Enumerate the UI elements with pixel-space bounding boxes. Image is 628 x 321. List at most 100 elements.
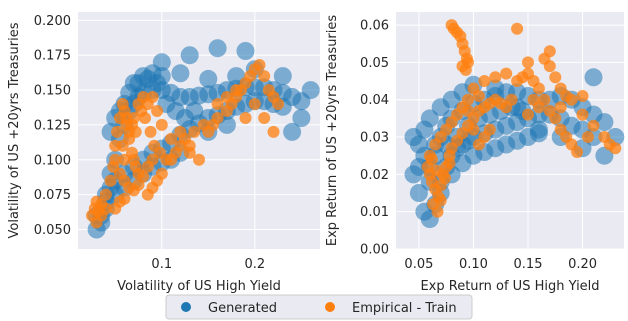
empirical-point [434, 194, 447, 207]
empirical-point [489, 71, 502, 84]
y-tick-label: 0.200 [34, 14, 71, 29]
empirical-series [86, 59, 285, 229]
empirical-point [467, 123, 480, 136]
generated-point [301, 81, 320, 100]
generated-point [486, 79, 505, 98]
empirical-point [576, 90, 589, 102]
empirical-point [549, 71, 562, 84]
empirical-point [220, 91, 233, 103]
x-tick-label: 0.10 [459, 257, 488, 272]
empirical-point [430, 164, 443, 177]
empirical-point [137, 170, 150, 183]
x-tick-label: 0.05 [404, 257, 433, 272]
generated-point [595, 146, 614, 165]
empirical-point [462, 93, 474, 106]
empirical-point [554, 101, 567, 114]
legend-box [165, 294, 473, 320]
x-axis-label: Volatility of US High Yield [117, 279, 281, 294]
generated-point [180, 46, 199, 65]
generated-point [273, 67, 292, 86]
y-tick-label: 0.00 [360, 243, 389, 258]
empirical-point [197, 118, 210, 131]
right-scatter-chart: 0.05 0.10 0.15 0.20 0.00 0.01 0.02 0.03 0.04 0.05… [325, 12, 625, 294]
empirical-point [462, 104, 474, 117]
empirical-point [155, 118, 168, 131]
empirical-point [532, 82, 545, 95]
empirical-point [549, 112, 562, 125]
empirical-point [151, 105, 164, 117]
left-scatter-chart: 0.1 0.2 0.050 0.075 0.100 0.125 0.150 0.175 0.20… [7, 12, 320, 294]
generated-point [529, 124, 548, 143]
y-tick-label: 0.150 [34, 84, 71, 99]
y-tick-label: 0.075 [34, 188, 71, 203]
empirical-point [104, 174, 117, 187]
empirical-point [90, 216, 103, 229]
y-tick-label: 0.04 [360, 93, 389, 108]
empirical-point [472, 90, 485, 102]
empirical-point [439, 172, 452, 185]
legend-label: Generated [208, 301, 277, 316]
empirical-point [99, 188, 112, 201]
empirical-point [426, 153, 438, 166]
y-tick-label: 0.175 [34, 49, 71, 64]
empirical-point [272, 98, 285, 110]
generated-point [199, 69, 218, 88]
legend-marker-generated [181, 302, 191, 312]
legend: Generated Empirical - Train [165, 294, 473, 320]
generated-point [152, 53, 171, 72]
empirical-point [258, 70, 271, 83]
empirical-point [527, 93, 540, 106]
x-tick-label: 0.20 [568, 257, 597, 272]
y-axis-label: Volatility of US +20yrs Treasuries [7, 22, 22, 238]
empirical-point [129, 125, 142, 138]
x-axis-label: Exp Return of US High Yield [420, 279, 599, 294]
empirical-point [141, 188, 154, 201]
empirical-point [211, 112, 224, 124]
empirical-point [511, 22, 524, 35]
empirical-point [188, 125, 201, 138]
generated-point [185, 102, 204, 120]
x-tick-label: 0.1 [151, 257, 172, 272]
empirical-point [139, 112, 151, 124]
empirical-point [456, 60, 469, 73]
empirical-point [258, 112, 271, 124]
generated-point [409, 184, 428, 202]
empirical-point [478, 75, 491, 87]
generated-point [208, 39, 227, 58]
y-tick-label: 0.125 [34, 118, 71, 133]
generated-point [148, 74, 167, 93]
y-axis-label: Exp Return of US +20yrs Treasuries [325, 15, 340, 247]
generated-point [415, 120, 434, 139]
empirical-point [560, 90, 573, 102]
generated-point [236, 42, 255, 60]
empirical-point [571, 146, 584, 158]
generated-point [171, 64, 190, 83]
empirical-point [118, 192, 131, 205]
empirical-point [543, 60, 556, 73]
empirical-point [609, 142, 622, 155]
empirical-point [193, 153, 205, 166]
y-tick-label: 0.050 [34, 223, 71, 238]
empirical-point [253, 59, 266, 71]
y-tick-label: 0.03 [360, 131, 389, 146]
x-tick-label: 0.15 [514, 257, 543, 272]
empirical-point [146, 91, 159, 103]
generated-point [292, 109, 311, 127]
empirical-point [576, 108, 589, 121]
empirical-point [109, 153, 122, 166]
y-tick-label: 0.05 [360, 56, 389, 71]
empirical-point [239, 112, 252, 124]
empirical-point [179, 132, 191, 145]
empirical-point [431, 205, 444, 218]
y-tick-label: 0.100 [34, 153, 71, 168]
empirical-point [118, 153, 131, 166]
y-tick-label: 0.01 [360, 205, 389, 220]
empirical-point [144, 125, 157, 138]
empirical-point [443, 157, 456, 170]
generated-point [283, 122, 302, 141]
empirical-point [522, 56, 534, 69]
empirical-series [421, 19, 622, 218]
empirical-point [267, 125, 280, 138]
empirical-point [165, 132, 178, 145]
